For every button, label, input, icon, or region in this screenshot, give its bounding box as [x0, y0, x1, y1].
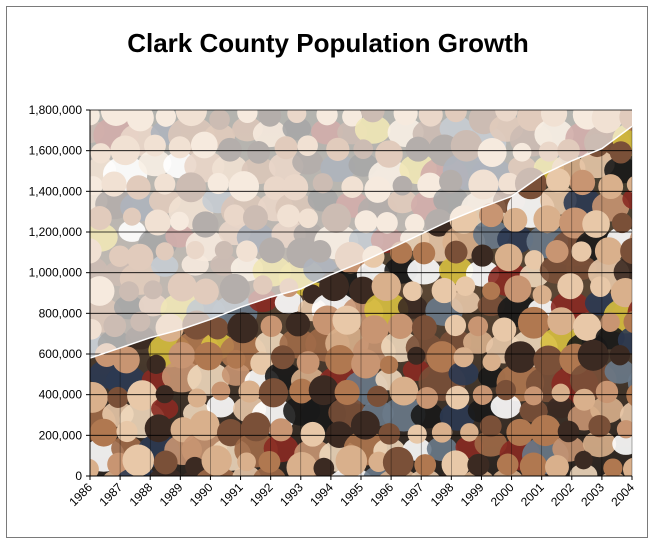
chart-title: Clark County Population Growth	[127, 28, 529, 58]
population-series-line	[89, 125, 633, 359]
x-tick-label: 1991	[217, 480, 246, 509]
y-tick-label: 600,000	[39, 347, 83, 361]
gridlines	[90, 109, 633, 476]
area-above-line-overlay	[90, 110, 632, 359]
x-tick-label: 2003	[578, 480, 607, 509]
x-tick-label: 2004	[608, 480, 637, 509]
x-tick-label: 1987	[96, 480, 125, 509]
x-axis-tick-labels: 1986 1987 1988 1989 1990 1991 1992 1993 1994 1995…	[66, 480, 637, 509]
y-tick-label: 1,000,000	[29, 266, 83, 280]
x-tick-label: 2001	[518, 480, 547, 509]
x-tick-label: 1986	[66, 480, 95, 509]
x-tick-label: 1997	[398, 480, 427, 509]
y-axis-tick-labels: 0 200,000 400,000 600,000 800,000 1,000,000 1,…	[29, 103, 83, 483]
y-tick-label: 0	[75, 469, 82, 483]
axes	[86, 109, 633, 480]
y-tick-label: 1,800,000	[29, 103, 83, 117]
x-tick-label: 1994	[307, 480, 336, 509]
y-tick-label: 200,000	[39, 428, 83, 442]
x-tick-label: 1992	[247, 480, 276, 509]
y-tick-label: 400,000	[39, 388, 83, 402]
y-tick-label: 1,200,000	[29, 225, 83, 239]
y-tick-label: 1,600,000	[29, 144, 83, 158]
y-tick-label: 800,000	[39, 306, 83, 320]
x-tick-label: 1993	[277, 480, 306, 509]
x-tick-label: 1999	[458, 480, 487, 509]
x-tick-label: 1996	[367, 480, 396, 509]
x-tick-label: 1998	[428, 480, 457, 509]
x-tick-label: 1989	[157, 480, 186, 509]
x-tick-label: 1988	[127, 480, 156, 509]
x-tick-label: 2002	[548, 480, 577, 509]
y-tick-label: 1,400,000	[29, 184, 83, 198]
x-tick-label: 1995	[337, 480, 366, 509]
x-tick-label: 2000	[488, 480, 517, 509]
x-tick-label: 1990	[187, 480, 216, 509]
